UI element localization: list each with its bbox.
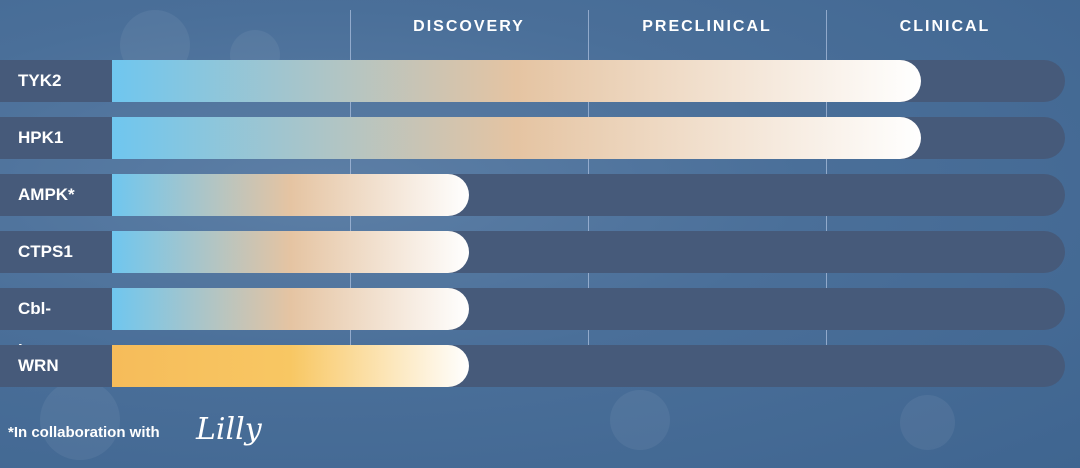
lilly-logo: Lilly [196, 412, 262, 447]
program-label: WRN [18, 356, 59, 375]
collaboration-footnote: *In collaboration with [8, 424, 160, 441]
progress-bar-ampk [112, 174, 469, 216]
program-label: AMPK* [18, 185, 75, 204]
progress-bar-wrn [112, 345, 469, 387]
program-label: CTPS1 [18, 242, 73, 261]
stage-header-discovery: DISCOVERY [413, 18, 525, 35]
progress-bar-ctps1 [112, 231, 469, 273]
progress-bar-hpk1 [112, 117, 922, 159]
bubble [40, 380, 120, 460]
bubble [610, 390, 670, 450]
program-label: TYK2 [18, 71, 62, 90]
stage-header-clinical: CLINICAL [899, 18, 991, 35]
bubble [900, 395, 955, 450]
stage-header-preclinical: PRECLINICAL [642, 18, 772, 35]
progress-bar-cblb [112, 288, 469, 330]
progress-bar-tyk2 [112, 60, 922, 102]
program-label: Cbl-b [18, 299, 52, 360]
program-label: HPK1 [18, 128, 64, 147]
